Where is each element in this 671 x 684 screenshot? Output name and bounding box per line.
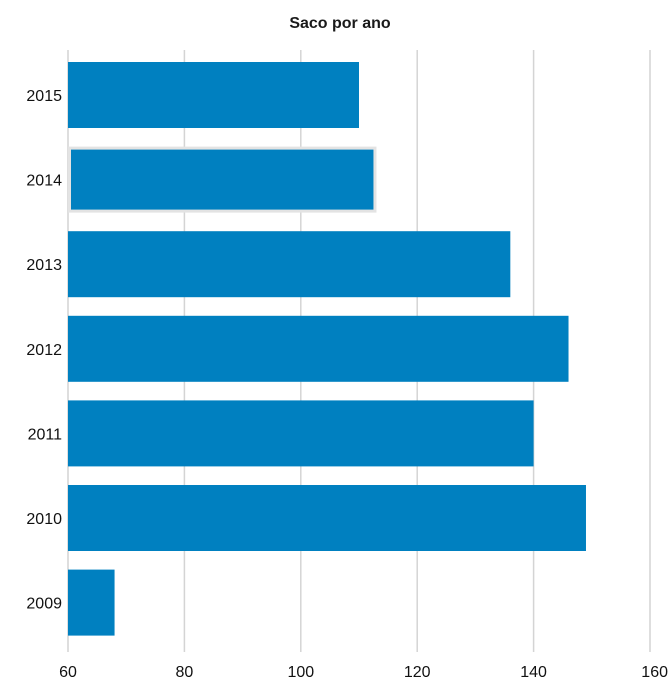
x-tick-label-140: 140 xyxy=(520,664,547,681)
category-label-2010: 2010 xyxy=(26,511,62,528)
bars xyxy=(68,62,586,636)
category-label-2009: 2009 xyxy=(26,596,62,613)
chart-title: Saco por ano xyxy=(289,15,391,32)
x-tick-label-60: 60 xyxy=(59,664,77,681)
bar-2013 xyxy=(68,231,511,298)
x-tick-label-120: 120 xyxy=(404,664,431,681)
category-label-2013: 2013 xyxy=(26,257,62,274)
bar-2015 xyxy=(68,62,359,128)
category-label-2012: 2012 xyxy=(26,342,62,359)
bar-2011 xyxy=(68,400,534,467)
x-tick-label-160: 160 xyxy=(641,664,668,681)
category-label-2015: 2015 xyxy=(26,88,62,105)
x-tick-label-100: 100 xyxy=(287,664,314,681)
category-labels: 2015 2014 2013 2012 2011 2010 2009 xyxy=(26,88,62,613)
x-tick-label-80: 80 xyxy=(176,664,194,681)
bar-2009 xyxy=(68,569,115,636)
bar-2014 xyxy=(68,146,377,213)
bar-2010 xyxy=(68,485,586,551)
bar-2012 xyxy=(68,315,569,382)
x-tick-labels: 60 80 100 120 140 160 xyxy=(59,664,668,681)
category-label-2014: 2014 xyxy=(26,173,62,190)
category-label-2011: 2011 xyxy=(28,426,63,443)
